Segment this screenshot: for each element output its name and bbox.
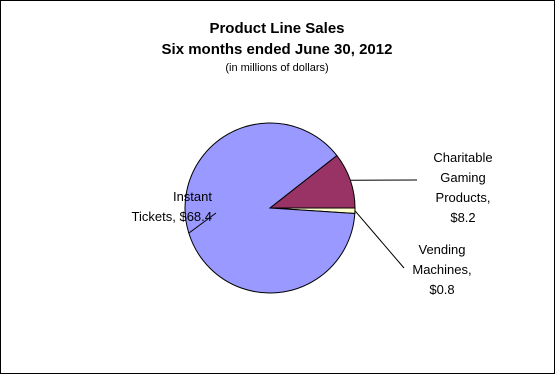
slice-label-charitable-line1: Charitable bbox=[433, 150, 492, 165]
leader-vending-machines bbox=[354, 210, 405, 269]
chart-subtitle: (in millions of dollars) bbox=[225, 62, 328, 74]
pie-slice-instant-tickets bbox=[184, 122, 356, 294]
leader-lines bbox=[188, 179, 418, 269]
slice-label-vending-line2: Machines, bbox=[412, 262, 471, 277]
chart-title-line1: Product Line Sales bbox=[209, 20, 344, 37]
leader-instant-tickets bbox=[188, 212, 217, 234]
slice-label-charitable-line2: Gaming bbox=[440, 170, 486, 185]
slice-label-vending-line3: $0.8 bbox=[429, 282, 454, 297]
slice-label-vending-line1: Vending bbox=[419, 242, 466, 257]
slice-label-charitable-line4: $8.2 bbox=[450, 210, 475, 225]
pie-slices bbox=[184, 122, 356, 294]
slice-label-instant-line2: Tickets, $68.4 bbox=[132, 209, 212, 224]
slice-label-instant-line1: Instant bbox=[173, 189, 212, 204]
slice-label-charitable-line3: Products, bbox=[436, 190, 491, 205]
chart-title-line2: Six months ended June 30, 2012 bbox=[162, 41, 393, 58]
